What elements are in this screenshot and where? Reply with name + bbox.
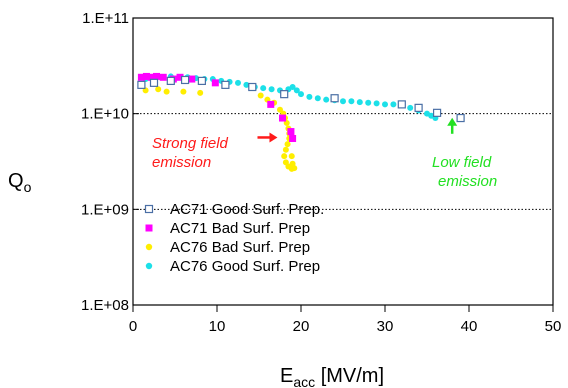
data-point: [197, 89, 204, 96]
legend-label: AC76 Good Surf. Prep: [170, 258, 320, 275]
data-point: [180, 75, 190, 85]
data-point: [281, 153, 288, 160]
x-axis-ticks: 0 10 20 30 40 50: [129, 305, 562, 335]
data-point: [197, 76, 206, 86]
annotation-label: emission: [152, 154, 211, 171]
data-point: [147, 73, 155, 81]
data-point: [390, 101, 397, 108]
x-axis-title-units: [MV/m]: [315, 365, 384, 387]
data-point: [298, 91, 304, 98]
data-point: [159, 73, 167, 81]
data-point: [280, 90, 289, 99]
x-tick-label: 0: [129, 318, 137, 335]
legend: AC71 Good Surf. Prep. AC71 Bad Surf. Prep…: [144, 201, 324, 275]
data-point: [340, 98, 346, 105]
annotation-label: Low field: [432, 154, 492, 171]
data-point: [432, 108, 442, 117]
data-point: [243, 81, 250, 88]
data-point: [282, 146, 289, 153]
legend-marker: [145, 262, 153, 270]
data-point: [407, 104, 414, 111]
data-point: [176, 73, 184, 81]
legend-label: AC71 Good Surf. Prep.: [170, 201, 324, 218]
data-point: [277, 106, 283, 113]
y-axis-title-main: Q: [8, 170, 24, 192]
data-point: [163, 88, 170, 95]
data-point: [314, 95, 321, 102]
data-point: [188, 75, 196, 83]
y-axis-ticks: 1.E+08 1.E+09 1.E+10 1.E+11: [81, 10, 139, 314]
x-axis-title-subscript: acc: [293, 374, 315, 388]
y-axis-title: Qo: [8, 170, 32, 195]
legend-label: AC76 Bad Surf. Prep: [170, 239, 310, 256]
annotation-arrow-head: [269, 132, 278, 143]
data-point: [137, 73, 145, 81]
legend-marker: [145, 224, 153, 232]
data-point: [289, 83, 296, 90]
data-point: [356, 99, 363, 106]
data-point: [288, 153, 295, 160]
gridlines: [133, 113, 553, 210]
legend-marker: [145, 243, 153, 251]
data-point: [279, 114, 287, 122]
data-point: [268, 86, 275, 93]
y-tick-label: 1.E+08: [81, 297, 129, 314]
y-tick-label: 1.E+09: [81, 201, 129, 218]
data-point: [137, 80, 146, 89]
data-point: [153, 72, 161, 80]
data-point: [365, 99, 372, 106]
data-point: [373, 100, 380, 107]
legend-label: AC71 Bad Surf. Prep: [170, 220, 310, 237]
data-point: [142, 72, 150, 80]
annotations: Strong field emission Low field emission: [152, 117, 497, 190]
x-tick-label: 10: [209, 318, 226, 335]
annotation-label: Strong field: [152, 135, 229, 152]
data-point: [289, 160, 296, 167]
data-point: [456, 113, 465, 123]
data-point: [248, 82, 257, 92]
data-point: [267, 100, 275, 108]
data-point: [382, 101, 388, 108]
data-point: [260, 85, 267, 92]
annotation-arrow-head: [447, 117, 458, 126]
data-point: [221, 80, 230, 89]
plot-frame: [132, 17, 554, 306]
y-axis-title-subscript: o: [24, 179, 32, 195]
data-point: [293, 87, 300, 94]
data-points: [137, 72, 465, 172]
data-point: [287, 128, 295, 136]
x-tick-label: 40: [461, 318, 478, 335]
annotation-label: emission: [438, 173, 497, 190]
legend-marker: [144, 204, 154, 214]
data-point: [289, 135, 297, 143]
x-tick-label: 50: [545, 318, 562, 335]
data-point: [211, 79, 219, 87]
data-point: [180, 88, 187, 95]
data-point: [414, 103, 423, 112]
x-axis-title: Eacc [MV/m]: [280, 365, 384, 388]
data-point: [166, 76, 175, 86]
x-axis-title-main: E: [280, 365, 293, 387]
data-point: [149, 78, 159, 87]
y-tick-label: 1.E+11: [82, 10, 129, 27]
data-point: [155, 86, 162, 93]
data-point: [257, 92, 264, 99]
x-tick-label: 20: [293, 318, 310, 335]
data-point: [323, 96, 330, 103]
data-point: [306, 93, 313, 100]
data-point: [330, 94, 339, 103]
y-tick-label: 1.E+10: [81, 106, 129, 123]
x-tick-label: 30: [377, 318, 394, 335]
data-point: [284, 141, 291, 148]
data-point: [397, 100, 406, 109]
data-point: [235, 79, 241, 86]
data-point: [348, 98, 355, 105]
